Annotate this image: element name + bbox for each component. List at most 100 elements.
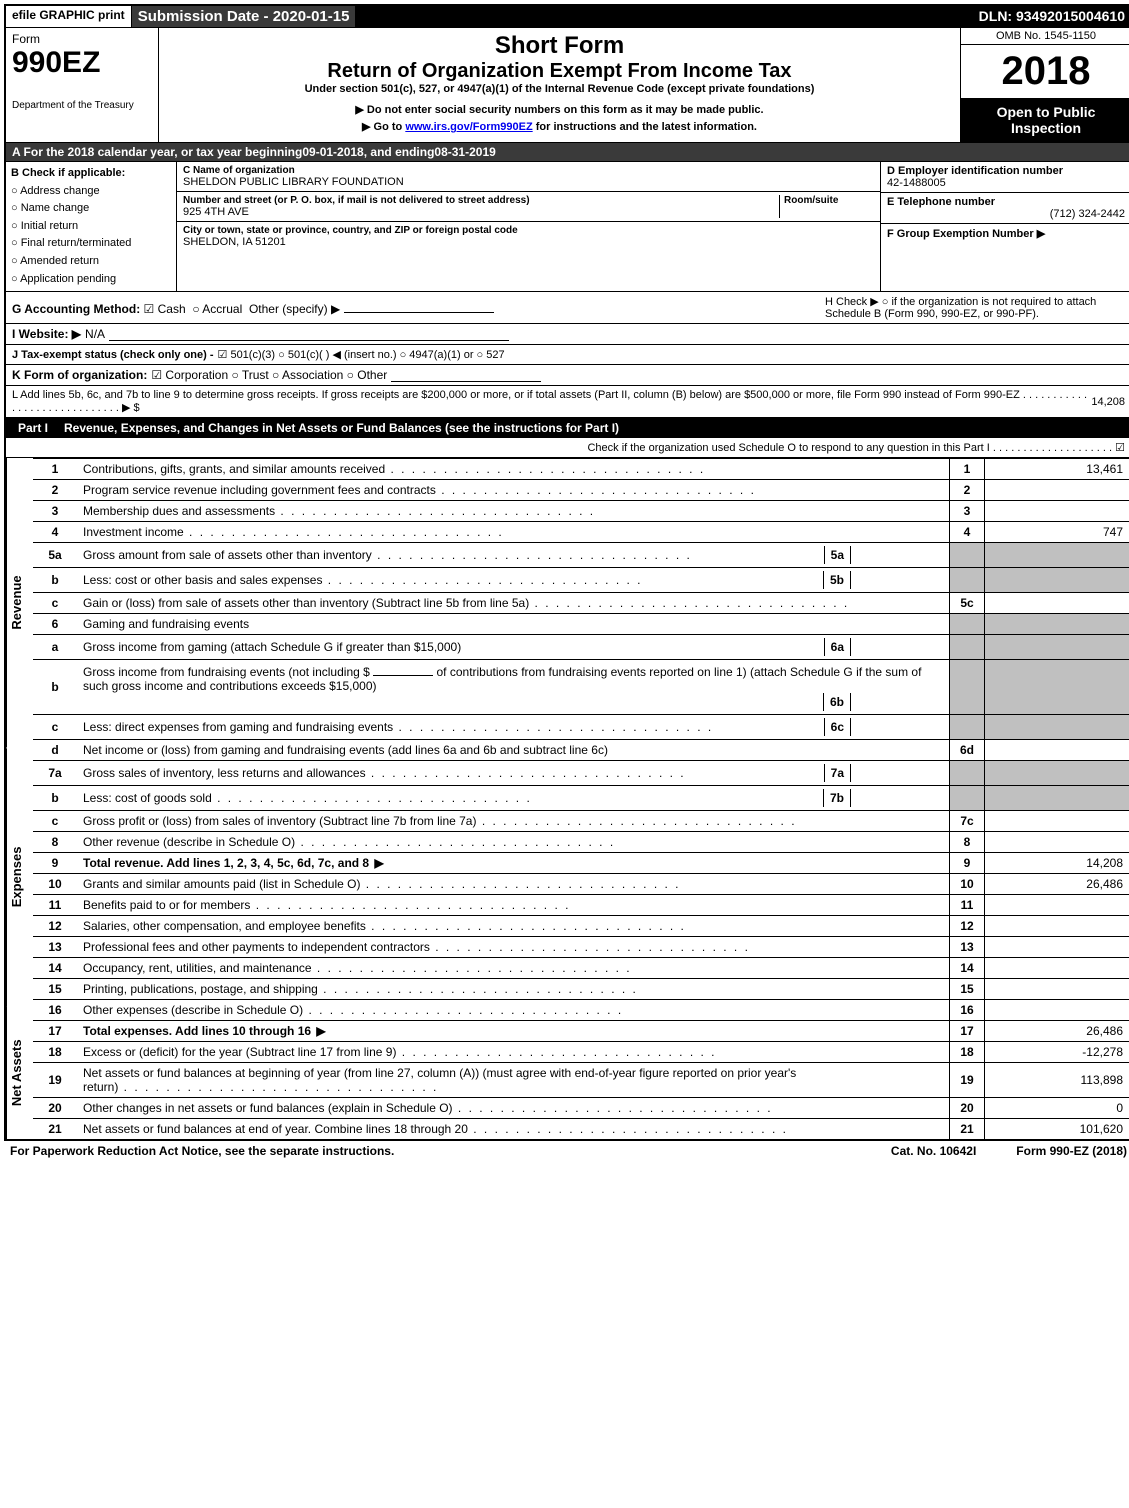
line-19-desc: Net assets or fund balances at beginning…: [77, 1063, 950, 1098]
line-7a-desc-wrap: Gross sales of inventory, less returns a…: [77, 761, 950, 786]
ein-label: D Employer identification number: [887, 165, 1063, 177]
line-5b: b Less: cost or other basis and sales ex…: [33, 568, 1129, 593]
check-final-return[interactable]: Final return/terminated: [11, 235, 171, 253]
check-address-change[interactable]: Address change: [11, 183, 171, 201]
line-7b-num: b: [33, 786, 77, 811]
j-options[interactable]: ☑ 501(c)(3) ○ 501(c)( ) ◀ (insert no.) ○…: [218, 348, 505, 361]
b-label: B Check if applicable:: [11, 167, 125, 179]
line-19-num: 19: [33, 1063, 77, 1098]
website-value: N/A: [85, 327, 105, 341]
line-3-val: [985, 501, 1129, 522]
line-7a-num: 7a: [33, 761, 77, 786]
line-13-num: 13: [33, 937, 77, 958]
line-4-box: 4: [950, 522, 985, 543]
line-11-val: [985, 895, 1129, 916]
period-text-a: A For the 2018 calendar year, or tax yea…: [12, 145, 302, 159]
line-7b-box: [950, 786, 985, 811]
line-3-box: 3: [950, 501, 985, 522]
part-i-label: Part I: [12, 421, 54, 435]
schedule-o-text: Check if the organization used Schedule …: [587, 441, 1125, 454]
line-14-desc: Occupancy, rent, utilities, and maintena…: [77, 958, 950, 979]
line-16-val: [985, 1000, 1129, 1021]
line-3-desc: Membership dues and assessments: [77, 501, 950, 522]
line-11-desc: Benefits paid to or for members: [77, 895, 950, 916]
form-label: Form: [12, 32, 152, 46]
period-mid: , and ending: [364, 145, 435, 159]
line-6d: d Net income or (loss) from gaming and f…: [33, 740, 1129, 761]
part-i-header: Part I Revenue, Expenses, and Changes in…: [6, 418, 1129, 438]
line-8-desc: Other revenue (describe in Schedule O): [77, 832, 950, 853]
line-6c-num: c: [33, 715, 77, 740]
other-specify-input[interactable]: [344, 300, 494, 313]
cash-label: Cash: [158, 302, 186, 316]
line-13-desc: Professional fees and other payments to …: [77, 937, 950, 958]
line-18-desc: Excess or (deficit) for the year (Subtra…: [77, 1042, 950, 1063]
expenses-side-label: Expenses: [6, 748, 33, 1006]
irs-link[interactable]: www.irs.gov/Form990EZ: [405, 121, 532, 133]
line-21-num: 21: [33, 1119, 77, 1140]
line-5c-num: c: [33, 593, 77, 614]
line-20-num: 20: [33, 1098, 77, 1119]
check-name-change[interactable]: Name change: [11, 200, 171, 218]
line-6b-amount-input[interactable]: [373, 663, 433, 676]
line-12-box: 12: [950, 916, 985, 937]
line-2-desc: Program service revenue including govern…: [77, 480, 950, 501]
line-7a-val: [985, 761, 1129, 786]
line-9: 9 Total revenue. Add lines 1, 2, 3, 4, 5…: [33, 853, 1129, 874]
submission-date: Submission Date - 2020-01-15: [132, 6, 357, 27]
line-5a-box: [950, 543, 985, 568]
k-options[interactable]: ☑ Corporation ○ Trust ○ Association ○ Ot…: [151, 368, 387, 382]
group-exemption-label: F Group Exemption Number ▶: [887, 228, 1045, 240]
line-9-desc: Total revenue. Add lines 1, 2, 3, 4, 5c,…: [77, 853, 950, 874]
line-4-num: 4: [33, 522, 77, 543]
check-application-pending[interactable]: Application pending: [11, 271, 171, 289]
footer-cat-no: Cat. No. 10642I: [891, 1144, 976, 1158]
line-21: 21 Net assets or fund balances at end of…: [33, 1119, 1129, 1140]
applicable-checkboxes: B Check if applicable: Address change Na…: [6, 162, 177, 291]
g-label: G Accounting Method:: [12, 302, 140, 316]
street-address: 925 4TH AVE: [183, 206, 779, 218]
cash-checkbox[interactable]: ☑: [144, 302, 158, 316]
line-6-val: [985, 614, 1129, 635]
line-21-desc: Net assets or fund balances at end of ye…: [77, 1119, 950, 1140]
line-6d-val: [985, 740, 1129, 761]
line-6b-subval: [851, 700, 943, 704]
i-label: I Website: ▶: [12, 327, 81, 341]
line-8: 8 Other revenue (describe in Schedule O)…: [33, 832, 1129, 853]
check-initial-return[interactable]: Initial return: [11, 218, 171, 236]
line-12-desc: Salaries, other compensation, and employ…: [77, 916, 950, 937]
line-10-val: 26,486: [985, 874, 1129, 895]
line-19-box: 19: [950, 1063, 985, 1098]
line-13-val: [985, 937, 1129, 958]
line-6a-box: [950, 635, 985, 660]
line-21-val: 101,620: [985, 1119, 1129, 1140]
efile-print-button[interactable]: efile GRAPHIC print: [6, 6, 132, 27]
line-6b: b Gross income from fundraising events (…: [33, 660, 1129, 715]
line-17-desc: Total expenses. Add lines 10 through 16: [77, 1021, 950, 1042]
line-6a-desc-wrap: Gross income from gaming (attach Schedul…: [77, 635, 950, 660]
line-1-desc: Contributions, gifts, grants, and simila…: [77, 459, 950, 480]
line-6b-desc-wrap: Gross income from fundraising events (no…: [77, 660, 950, 715]
line-6d-box: 6d: [950, 740, 985, 761]
check-amended-return[interactable]: Amended return: [11, 253, 171, 271]
k-other-input[interactable]: [391, 369, 541, 382]
line-5b-sublabel: 5b: [823, 571, 851, 589]
line-11-num: 11: [33, 895, 77, 916]
accrual-label[interactable]: Accrual: [202, 302, 242, 316]
line-7b-val: [985, 786, 1129, 811]
other-specify[interactable]: Other (specify) ▶: [249, 302, 340, 316]
line-9-num: 9: [33, 853, 77, 874]
form-of-org-row: K Form of organization: ☑ Corporation ○ …: [6, 365, 1129, 386]
l-text: L Add lines 5b, 6c, and 7b to line 9 to …: [12, 389, 1087, 414]
line-7b-desc: Less: cost of goods sold: [83, 791, 823, 805]
k-label: K Form of organization:: [12, 368, 147, 382]
line-19-val: 113,898: [985, 1063, 1129, 1098]
website-underline: [109, 328, 509, 341]
line-20-box: 20: [950, 1098, 985, 1119]
line-15-desc: Printing, publications, postage, and shi…: [77, 979, 950, 1000]
line-20: 20 Other changes in net assets or fund b…: [33, 1098, 1129, 1119]
line-12: 12 Salaries, other compensation, and emp…: [33, 916, 1129, 937]
line-9-val: 14,208: [985, 853, 1129, 874]
line-15-box: 15: [950, 979, 985, 1000]
line-14-box: 14: [950, 958, 985, 979]
